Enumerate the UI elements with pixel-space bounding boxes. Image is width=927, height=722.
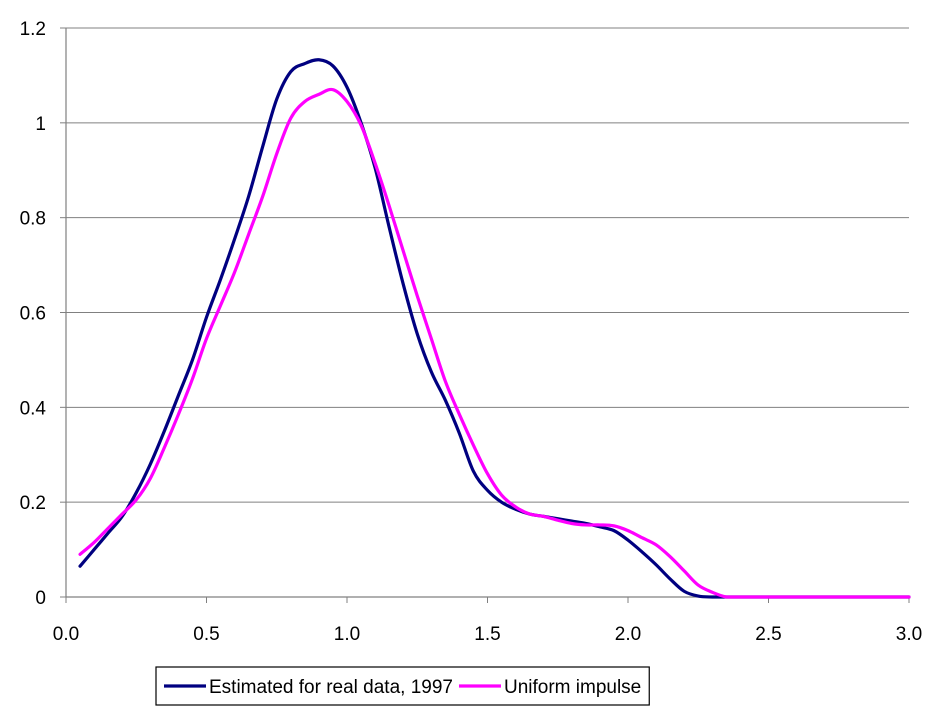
series-lines: [78, 58, 911, 599]
y-tick-label: 1: [35, 114, 46, 135]
x-tick-label: 0.0: [53, 624, 79, 645]
legend: Estimated for real data, 1997 Uniform imp…: [155, 666, 650, 706]
x-tick-label: 3.0: [896, 624, 922, 645]
tick-labels: 0 0.2 0.4 0.6 0.8 1 1.2 0.0 0.5 1.0 1.5 2.0 2.5 3.0: [20, 19, 923, 645]
y-tick-label: 0.4: [20, 398, 47, 419]
legend-label-1: Estimated for real data, 1997: [209, 677, 453, 698]
legend-label-2: Uniform impulse: [504, 677, 641, 698]
x-tick-label: 2.0: [615, 624, 641, 645]
y-tick-label: 0.6: [20, 304, 46, 325]
x-tick-label: 2.5: [755, 624, 781, 645]
y-tick-label: 1.2: [20, 19, 46, 40]
gridlines: [66, 27, 909, 503]
y-tick-label: 0: [35, 588, 46, 609]
axes: [60, 27, 910, 603]
y-tick-label: 0.8: [20, 209, 46, 230]
y-tick-label: 0.2: [20, 493, 46, 514]
x-tick-label: 1.0: [334, 624, 360, 645]
series-line-2: [78, 87, 911, 599]
series-line-1: [78, 58, 911, 599]
legend-box: [155, 666, 650, 706]
x-tick-label: 1.5: [474, 624, 500, 645]
x-tick-label: 0.5: [193, 624, 219, 645]
